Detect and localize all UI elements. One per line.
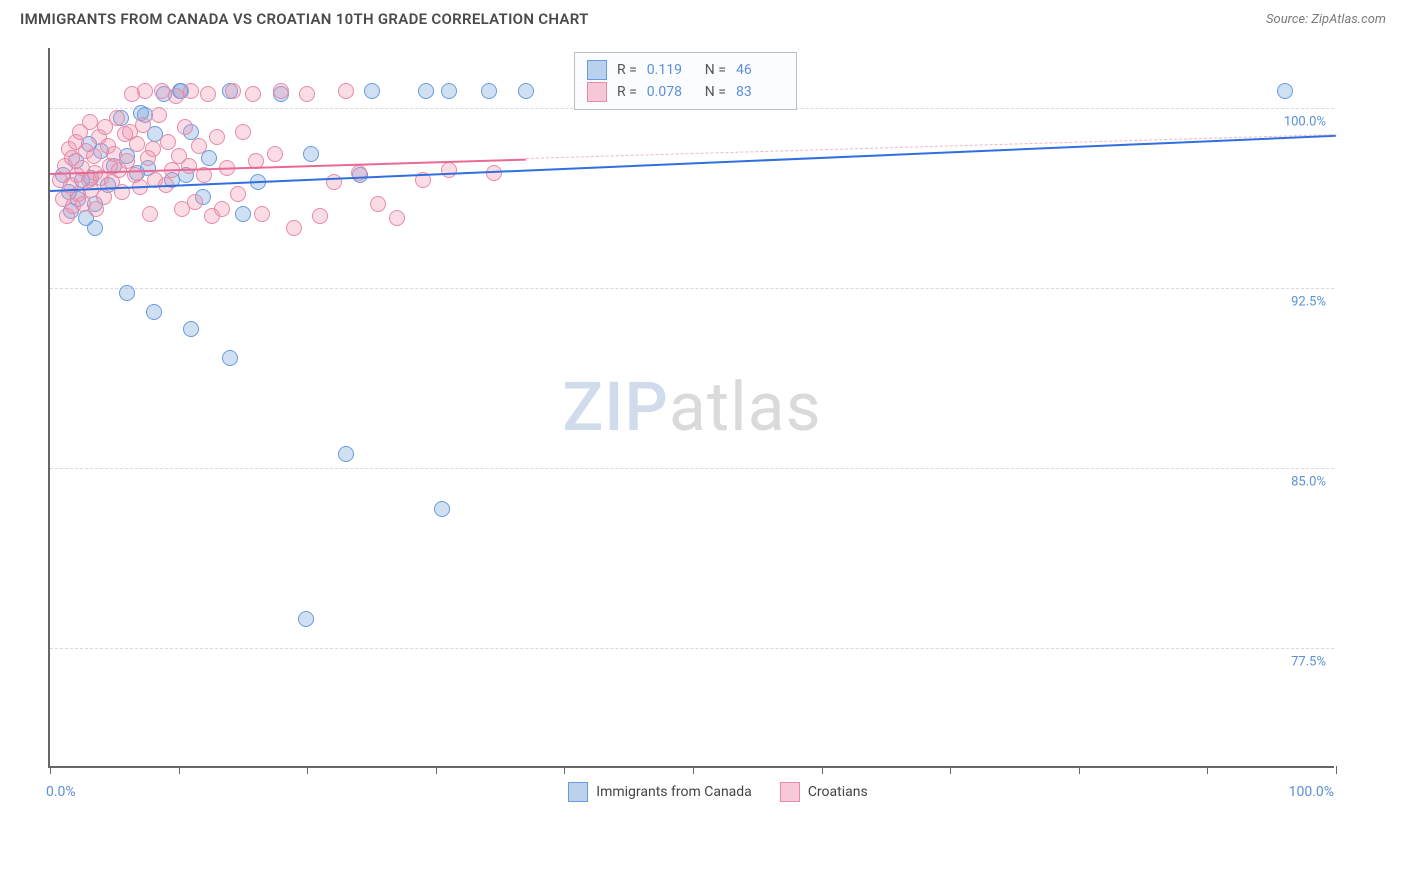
legend-swatch (587, 60, 607, 80)
legend-r-value: 0.119 (647, 62, 695, 78)
legend-n-value: 46 (736, 62, 784, 78)
legend-n-value: 83 (736, 84, 784, 100)
data-point-croatian (225, 83, 241, 99)
y-tick-label: 85.0% (1291, 475, 1326, 490)
data-point-canada (146, 304, 162, 320)
data-point-croatian (187, 194, 203, 210)
data-point-croatian (273, 83, 289, 99)
data-point-croatian (142, 206, 158, 222)
x-tick (693, 766, 694, 774)
legend-n-label: N = (705, 62, 726, 78)
data-point-croatian (286, 220, 302, 236)
y-tick-label: 100.0% (1284, 115, 1326, 130)
data-point-croatian (245, 86, 261, 102)
chart-title: IMMIGRANTS FROM CANADA VS CROATIAN 10TH … (20, 10, 589, 28)
legend-r-value: 0.078 (647, 84, 695, 100)
x-tick (564, 766, 565, 774)
data-point-croatian (267, 146, 283, 162)
data-point-canada (518, 83, 534, 99)
x-tick (436, 766, 437, 774)
data-point-croatian (135, 117, 151, 133)
data-point-croatian (299, 86, 315, 102)
x-tick (1336, 766, 1337, 774)
legend-swatch (780, 782, 800, 802)
watermark: ZIPatlas (562, 367, 822, 447)
data-point-croatian (254, 206, 270, 222)
legend-r-label: R = (617, 84, 637, 100)
legend-swatch (587, 82, 607, 102)
data-point-croatian (145, 141, 161, 157)
data-point-croatian (230, 186, 246, 202)
data-point-croatian (160, 134, 176, 150)
legend-r-label: R = (617, 62, 637, 78)
data-point-croatian (151, 107, 167, 123)
gridline (50, 468, 1334, 469)
gridline (50, 648, 1334, 649)
y-tick-label: 92.5% (1291, 295, 1326, 310)
data-point-croatian (183, 83, 199, 99)
chart-area: 10th Grade ZIPatlas 77.5%85.0%92.5%100.0… (48, 48, 1388, 828)
data-point-croatian (191, 138, 207, 154)
data-point-canada (418, 83, 434, 99)
data-point-canada (87, 220, 103, 236)
data-point-croatian (200, 86, 216, 102)
watermark-atlas: atlas (669, 367, 822, 447)
data-point-croatian (209, 129, 225, 145)
data-point-croatian (168, 88, 184, 104)
series-legend-item: Croatians (780, 782, 868, 802)
x-tick (179, 766, 180, 774)
data-point-canada (222, 350, 238, 366)
data-point-croatian (181, 158, 197, 174)
watermark-zip: ZIP (562, 367, 669, 447)
series-legend-label: Croatians (808, 784, 868, 800)
source-label: Source: ZipAtlas.com (1266, 12, 1386, 27)
legend-swatch (568, 782, 588, 802)
data-point-canada (1277, 83, 1293, 99)
data-point-croatian (177, 119, 193, 135)
x-tick (50, 766, 51, 774)
series-legend: Immigrants from Canada Croatians (48, 782, 1388, 802)
trend-line-croatian-extrap (526, 134, 1336, 159)
title-bar: IMMIGRANTS FROM CANADA VS CROATIAN 10TH … (0, 0, 1406, 34)
data-point-canada (441, 83, 457, 99)
data-point-canada (303, 146, 319, 162)
data-point-croatian (86, 148, 102, 164)
x-tick (950, 766, 951, 774)
data-point-canada (235, 206, 251, 222)
data-point-canada (338, 446, 354, 462)
series-legend-label: Immigrants from Canada (596, 784, 752, 800)
trend-line-canada (50, 134, 1336, 191)
series-legend-item: Immigrants from Canada (568, 782, 752, 802)
data-point-croatian (338, 83, 354, 99)
data-point-croatian (214, 201, 230, 217)
gridline (50, 288, 1334, 289)
x-tick (1079, 766, 1080, 774)
data-point-croatian (96, 189, 112, 205)
legend-row: R = 0.078 N = 83 (587, 81, 784, 103)
x-tick (307, 766, 308, 774)
data-point-canada (119, 285, 135, 301)
data-point-croatian (370, 196, 386, 212)
legend-n-label: N = (705, 84, 726, 100)
legend-row: R = 0.119 N = 46 (587, 59, 784, 81)
data-point-croatian (82, 114, 98, 130)
correlation-legend: R = 0.119 N = 46 R = 0.078 N = 83 (574, 52, 797, 110)
y-tick-label: 77.5% (1291, 655, 1326, 670)
data-point-croatian (441, 162, 457, 178)
x-tick (822, 766, 823, 774)
data-point-croatian (109, 110, 125, 126)
data-point-croatian (312, 208, 328, 224)
data-point-canada (364, 83, 380, 99)
plot-region: ZIPatlas 77.5% 85.0% 92.5% 100.0% (48, 48, 1334, 768)
data-point-croatian (389, 210, 405, 226)
data-point-canada (481, 83, 497, 99)
data-point-canada (434, 501, 450, 517)
data-point-canada (183, 321, 199, 337)
data-point-croatian (235, 124, 251, 140)
data-point-croatian (129, 136, 145, 152)
x-tick (1207, 766, 1208, 774)
data-point-canada (298, 611, 314, 627)
data-point-croatian (137, 83, 153, 99)
